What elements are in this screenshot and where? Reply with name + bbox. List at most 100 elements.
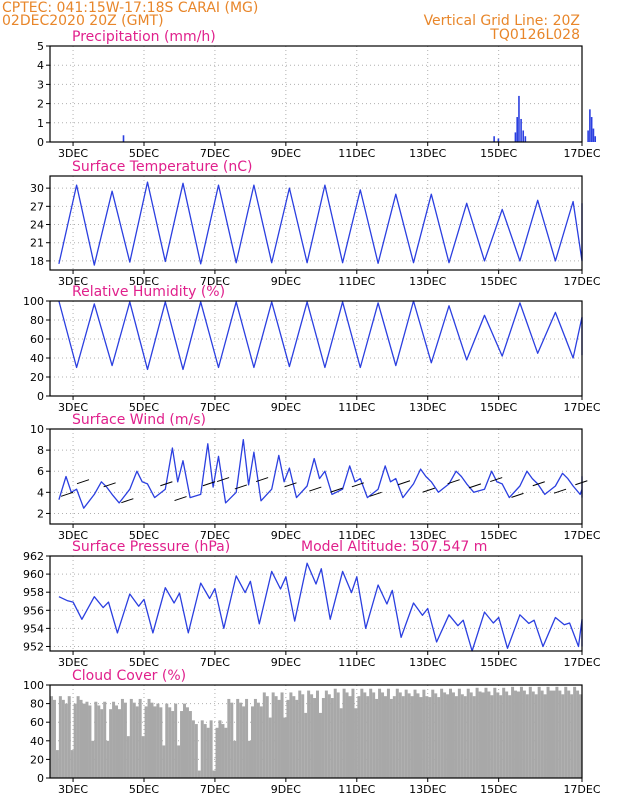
cloud-bar [567,690,571,778]
cloud-bar [191,720,195,778]
wind-arrow [351,482,365,488]
cloud-bar [70,750,74,778]
x-tick-label: 17DEC [563,529,600,542]
x-tick-label: 3DEC [58,529,88,542]
y-tick-label: 952 [23,640,44,653]
x-tick-label: 9DEC [271,275,301,288]
x-tick-label: 11DEC [338,147,375,160]
cloud-bar [162,745,166,778]
x-tick-label: 5DEC [129,401,159,414]
cloud-bar [120,698,124,778]
x-tick-label: 9DEC [271,401,301,414]
x-tick-label: 13DEC [409,401,446,414]
cloud-bar [466,688,470,778]
x-tick-label: 5DEC [129,656,159,669]
plot-frame [49,175,583,271]
cloud-bar [316,690,319,778]
cloud-bar [546,686,550,778]
cloud-bar [177,745,181,778]
cloud-bar [478,691,482,778]
wind-arrow [103,482,116,488]
cloud-bar [558,690,562,778]
panel-precipitation: 3DEC 5DEC 7DEC 9DEC 11DEC 13DEC 15DEC 17DEC 0 1 2 3… [37,29,601,160]
x-tick-label: 3DEC [58,147,88,160]
wind-arrow [76,479,90,485]
cloud-bar [55,750,59,778]
precip-bar [590,117,593,142]
cloud-bar [301,694,305,778]
x-tick-label: 7DEC [200,275,230,288]
y-tick-label: 0 [37,136,44,149]
x-tick-label: 7DEC [200,147,230,160]
cloud-bar [144,706,148,778]
precip-bar [516,117,518,142]
cloud-bar [206,727,210,778]
cloud-bar [97,705,101,778]
wind-arrow [511,492,524,498]
series-line [58,438,583,509]
x-tick-label: 7DEC [200,529,230,542]
cloud-bar [61,699,65,778]
cloud-bar [324,690,328,778]
wind-arrow [369,491,382,497]
x-tick-label: 9DEC [271,783,301,796]
cloud-bar [336,692,340,778]
cloud-bar [271,692,275,778]
y-tick-label: 100 [23,295,44,308]
x-tick-label: 17DEC [563,147,600,160]
y-tick-label: 10 [30,423,44,436]
panel-pressure: 3DEC 5DEC 7DEC 9DEC 11DEC 13DEC 15DEC 17DEC 952 9… [23,539,601,669]
cloud-bar [209,720,213,778]
cloud-bar [348,696,352,778]
cloud-bar [573,686,577,778]
plot-frame [49,684,583,779]
cloud-bar [413,689,417,778]
cloud-bar [224,727,228,778]
cloud-bar [94,701,98,778]
x-tick-label: 15DEC [480,275,517,288]
cloud-bar [236,698,240,778]
panel-annotation: Model Altitude: 507.547 m [301,539,487,555]
x-tick-label: 11DEC [338,275,375,288]
y-tick-label: 60 [30,716,44,729]
cloud-bar [460,694,464,778]
cloud-bar [493,687,497,778]
cloud-bar [404,689,408,778]
y-tick-label: 956 [23,604,44,617]
wind-arrow [60,491,74,497]
cloud-bar [564,686,568,778]
cloud-bar [165,703,169,778]
wind-arrow [234,484,247,490]
x-tick-label: 5DEC [129,147,159,160]
wind-arrow [553,488,567,494]
cloud-bar [82,703,86,778]
cloud-bar [150,702,154,778]
cloud-bar [245,698,249,778]
cloud-bar [410,696,414,778]
cloud-bar [106,740,110,778]
cloud-bar [289,692,293,778]
wind-arrow [468,483,482,489]
precip-bar [522,130,525,142]
cloud-bar [416,693,420,778]
y-tick-label: 27 [30,200,44,213]
precip-bar [594,136,597,142]
cloud-bar [428,697,432,778]
cloud-bar [357,696,361,778]
cloud-bar [112,701,116,778]
precip-bar [497,138,500,142]
cloud-bar [475,687,479,778]
cloud-bar [230,702,234,778]
cloud-bar [389,698,393,778]
cloud-bar [419,697,423,778]
cloud-bar [180,711,184,778]
wind-arrow [397,480,411,486]
panel-title: Surface Wind (m/s) [72,412,206,428]
cloud-bar [52,699,56,778]
cloud-bar [440,688,444,778]
x-tick-label: 5DEC [129,275,159,288]
x-tick-label: 7DEC [200,656,230,669]
y-tick-label: 3 [37,78,44,91]
precip-bar [589,109,591,142]
y-tick-label: 40 [30,352,44,365]
